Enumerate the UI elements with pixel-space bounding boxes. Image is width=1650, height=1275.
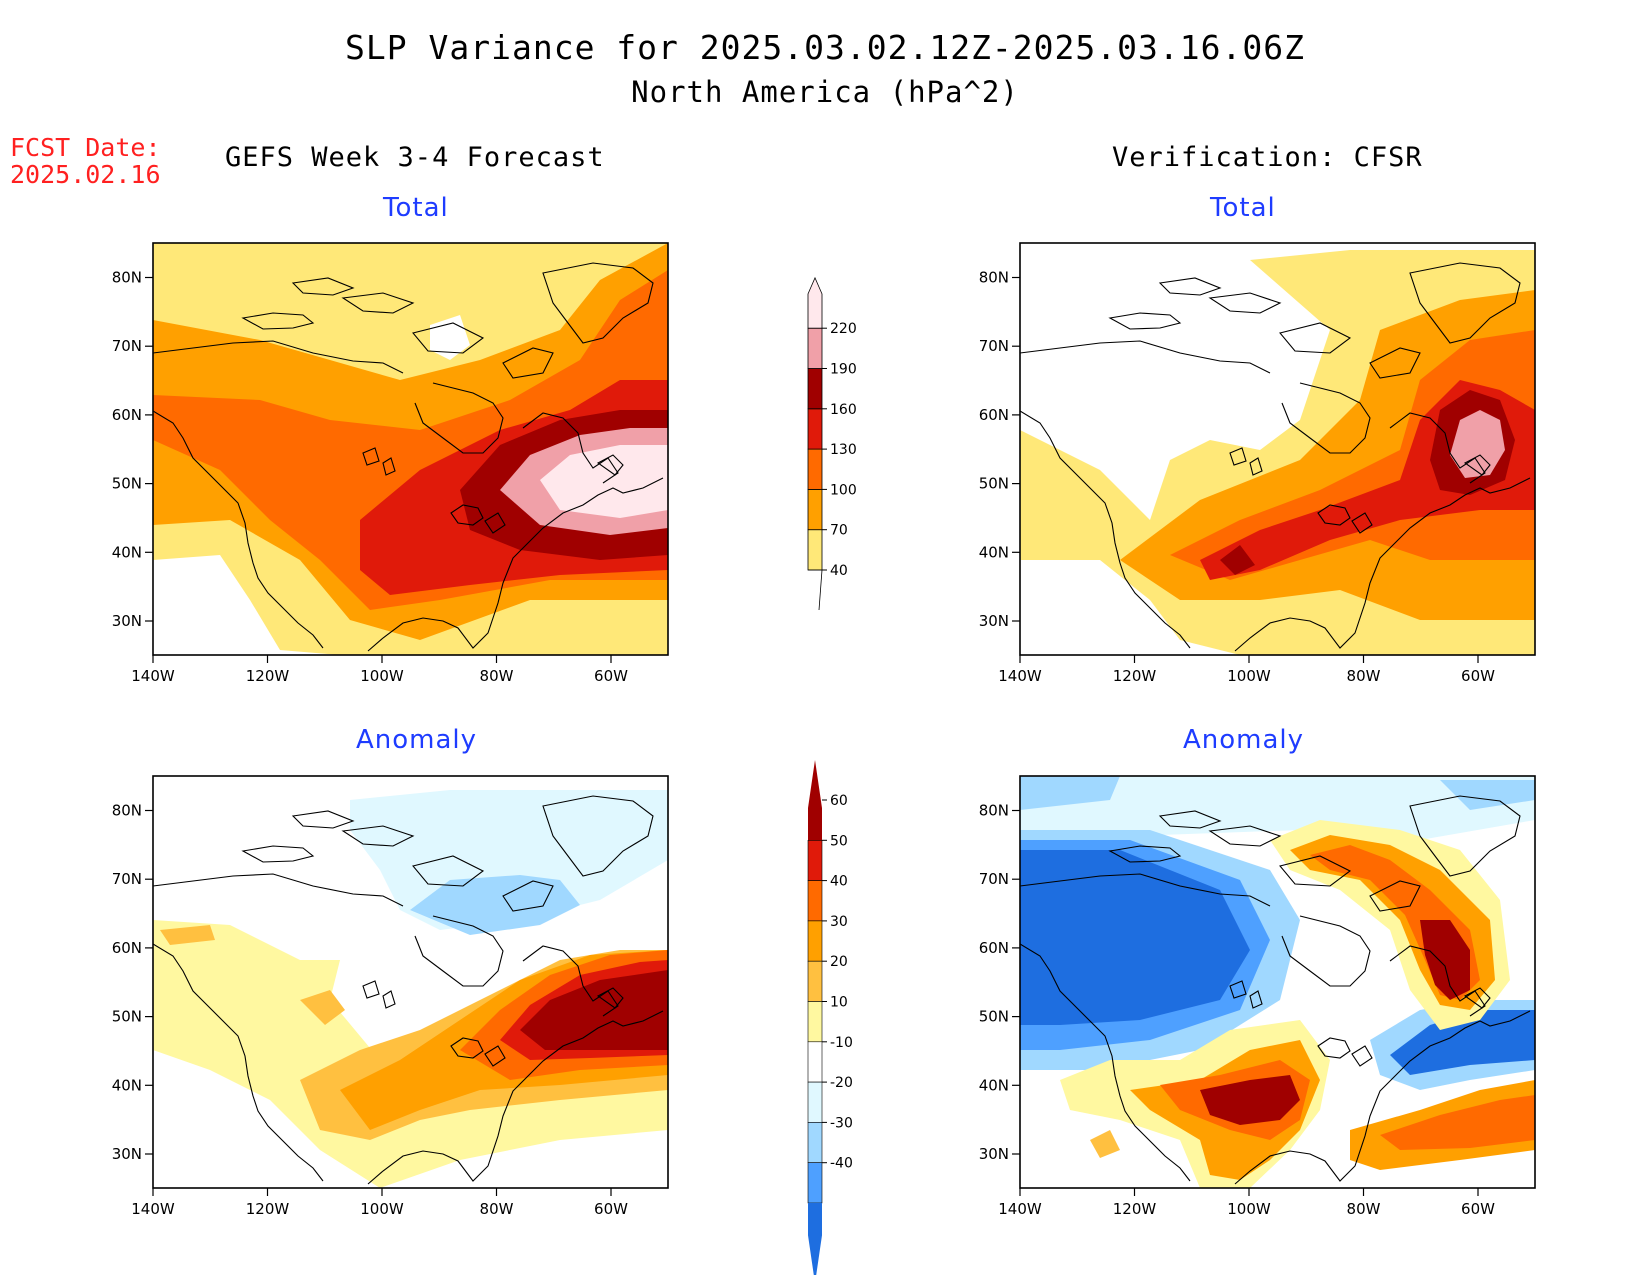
colorbar-label: 30: [830, 914, 848, 930]
lat-tick-label: 40N: [112, 543, 142, 561]
lat-tick-label: 80N: [112, 802, 142, 820]
column-title-forecast: GEFS Week 3-4 Forecast: [225, 142, 605, 173]
panel-subtitle-forecast-anomaly: Anomaly: [356, 725, 478, 755]
colorbar-swatch: [807, 960, 823, 1002]
lat-tick-label: 50N: [112, 1008, 142, 1026]
colorbar-swatch: [807, 408, 823, 450]
lon-tick-label: 60W: [594, 1200, 628, 1218]
lon-tick-label: 60W: [1461, 667, 1495, 685]
panel-subtitle-verification-anomaly: Anomaly: [1183, 725, 1305, 755]
lat-tick-label: 50N: [979, 475, 1009, 493]
lon-tick-label: 120W: [1113, 1200, 1157, 1218]
lon-tick-label: 120W: [246, 1200, 290, 1218]
colorbar-label: 10: [830, 995, 848, 1011]
lon-tick-label: 60W: [1461, 1200, 1495, 1218]
lon-tick-label: 100W: [360, 1200, 404, 1218]
column-title-verification: Verification: CFSR: [1112, 142, 1423, 173]
lat-tick-label: 30N: [979, 612, 1009, 630]
colorbar-label: -30: [830, 1115, 853, 1131]
panel-subtitle-verification-total: Total: [1210, 193, 1276, 223]
colorbar-label: 40: [830, 874, 848, 890]
colorbar-label: 40: [830, 563, 848, 579]
lat-tick-label: 60N: [112, 406, 142, 424]
colorbar-label: 60: [830, 793, 848, 809]
lon-tick-label: 120W: [246, 667, 290, 685]
map-verification-total: [1019, 242, 1536, 656]
axis-ticks: 140W 120W 100W 80W 60W 30N 40N 50N 60N 70N 80N 140W…: [112, 269, 1495, 1219]
lon-tick-label: 140W: [998, 1200, 1042, 1218]
colorbar-swatch: [807, 1081, 823, 1123]
colorbar-anomaly: 60 50 40 30 20 10 -10 -20 -30 -40: [807, 760, 853, 1275]
lat-tick-label: 30N: [979, 1145, 1009, 1163]
lat-tick-label: 70N: [112, 870, 142, 888]
colorbar-swatch: [807, 920, 823, 962]
colorbar-swatch: [807, 368, 823, 410]
lat-tick-label: 50N: [112, 475, 142, 493]
colorbar-swatch: [807, 1001, 823, 1043]
colorbar-swatch: [807, 1122, 823, 1164]
lat-tick-label: 60N: [979, 939, 1009, 957]
colorbar-label: 20: [830, 954, 848, 970]
colorbar-swatch: [807, 488, 823, 531]
colorbar-swatch: [807, 839, 823, 881]
lon-tick-label: 120W: [1113, 667, 1157, 685]
panel-subtitle-forecast-total: Total: [383, 193, 449, 223]
map-verification-anomaly: [1019, 775, 1536, 1189]
fcst-date: 2025.02.16: [10, 160, 161, 189]
lat-tick-label: 60N: [112, 939, 142, 957]
colorbar-swatch: [807, 327, 823, 369]
lat-tick-label: 80N: [112, 269, 142, 287]
lat-tick-label: 40N: [112, 1076, 142, 1094]
lon-tick-label: 100W: [1227, 1200, 1271, 1218]
colorbar-label: 70: [830, 523, 848, 539]
lat-tick-label: 50N: [979, 1008, 1009, 1026]
lat-tick-label: 30N: [112, 612, 142, 630]
lon-tick-label: 140W: [131, 667, 175, 685]
lon-tick-label: 60W: [594, 667, 628, 685]
lat-tick-label: 30N: [112, 1145, 142, 1163]
lon-tick-label: 100W: [1227, 667, 1271, 685]
colorbar-label: 130: [830, 442, 857, 458]
colorbar-label: 50: [830, 833, 848, 849]
lat-tick-label: 80N: [979, 269, 1009, 287]
chart-subtitle: North America (hPa^2): [631, 75, 1019, 109]
lat-tick-label: 70N: [112, 337, 142, 355]
lon-tick-label: 140W: [998, 667, 1042, 685]
map-forecast-total: [152, 242, 669, 656]
colorbar-label: -20: [830, 1075, 853, 1091]
colorbar-label: -40: [830, 1156, 853, 1172]
colorbar-tail: [808, 569, 823, 611]
map-forecast-anomaly: [152, 775, 669, 1189]
lat-tick-label: 40N: [979, 1076, 1009, 1094]
colorbar-swatch: [807, 880, 823, 922]
colorbar-total: 40 70 100 130 160 190 220: [807, 276, 857, 611]
lon-tick-label: 80W: [480, 1200, 514, 1218]
lon-tick-label: 80W: [1347, 1200, 1381, 1218]
colorbar-label: 220: [830, 321, 857, 337]
lat-tick-label: 80N: [979, 802, 1009, 820]
lon-tick-label: 100W: [360, 667, 404, 685]
colorbar-label: -10: [830, 1035, 853, 1051]
lat-tick-label: 40N: [979, 543, 1009, 561]
lon-tick-label: 140W: [131, 1200, 175, 1218]
colorbar-swatch: [808, 1203, 822, 1275]
colorbar-label: 190: [830, 362, 857, 378]
chart-title: SLP Variance for 2025.03.02.12Z-2025.03.…: [345, 28, 1305, 67]
colorbar-label: 100: [830, 482, 857, 498]
colorbar-label: 160: [830, 402, 857, 418]
lat-tick-label: 70N: [979, 870, 1009, 888]
colorbar-swatch: [807, 1162, 823, 1204]
lon-tick-label: 80W: [1347, 667, 1381, 685]
colorbar-swatch: [807, 529, 823, 571]
colorbar-swatch: [808, 760, 822, 841]
lon-tick-label: 80W: [480, 667, 514, 685]
lat-tick-label: 70N: [979, 337, 1009, 355]
colorbar-swatch: [807, 448, 823, 490]
fcst-label: FCST Date:: [10, 133, 161, 162]
colorbar-swatch: [807, 276, 823, 329]
lat-tick-label: 60N: [979, 406, 1009, 424]
colorbar-swatch: [807, 1041, 823, 1083]
